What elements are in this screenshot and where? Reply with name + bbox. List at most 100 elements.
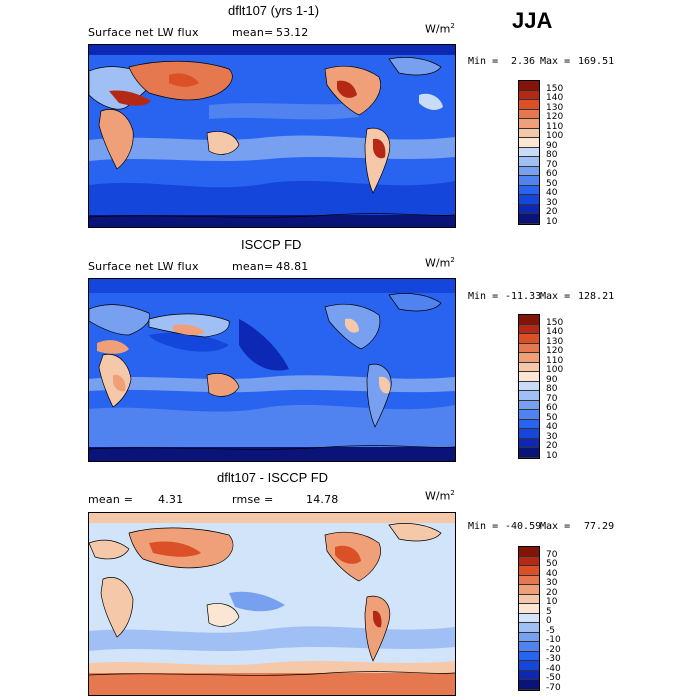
panel3-title: dflt107 - ISCCP FD (217, 470, 329, 485)
colorbar-tick-label: 110 (546, 355, 564, 366)
panel1-map (88, 44, 456, 228)
panel1-max-label: Max = (540, 56, 571, 67)
colorbar-tick-label: 150 (546, 317, 564, 328)
colorbar-segment (519, 556, 539, 567)
colorbar-segment (519, 204, 539, 215)
colorbar-tick-label: 70 (546, 549, 558, 560)
colorbar-tick-label: -5 (546, 625, 555, 636)
colorbar-segment (519, 90, 539, 101)
colorbar-segment (519, 324, 539, 335)
colorbar-segment (519, 419, 539, 430)
panel1-max-value: 169.51 (578, 56, 615, 67)
colorbar-tick-label: 120 (546, 112, 564, 123)
panel3-rmse-label: rmse = (232, 493, 274, 506)
panel2-mean-value: 48.81 (276, 260, 309, 273)
colorbar-tick-label: 110 (546, 121, 564, 132)
colorbar-tick-label: 120 (546, 346, 564, 357)
colorbar-segment (519, 214, 539, 224)
colorbar-segment (519, 566, 539, 576)
colorbar-segment (519, 138, 539, 148)
colorbar-segment (519, 176, 539, 186)
colorbar-tick-label: 0 (546, 616, 552, 627)
panel3-units: W/m2 (425, 489, 455, 503)
panel1-mean-value: 53.12 (276, 26, 309, 39)
panel3-min-label: Min = (468, 521, 499, 532)
colorbar-tick-label: 20 (546, 441, 558, 452)
colorbar-tick-label: -20 (546, 644, 561, 655)
panel2-max-label: Max = (540, 291, 571, 302)
panel3-rmse-value: 14.78 (306, 493, 339, 506)
panel2-map (88, 278, 456, 462)
colorbar-segment (519, 109, 539, 120)
colorbar-tick-label: 10 (546, 597, 558, 608)
colorbar-tick-label: 20 (546, 587, 558, 598)
colorbar-tick-label: 30 (546, 197, 558, 208)
panel2-units: W/m2 (425, 256, 455, 270)
colorbar-segment (519, 438, 539, 449)
colorbar-tick-label: 70 (546, 393, 558, 404)
season-label: JJA (512, 8, 553, 33)
colorbar-segment (519, 362, 539, 373)
colorbar-tick-label: 90 (546, 374, 558, 385)
colorbar-segment (519, 128, 539, 139)
colorbar-tick-label: -40 (546, 663, 561, 674)
colorbar-segment (519, 661, 539, 671)
panel3-max-label: Max = (540, 521, 571, 532)
colorbar-tick-label: 130 (546, 102, 564, 113)
colorbar-tick-label: 50 (546, 412, 558, 423)
colorbar-segment (519, 623, 539, 633)
colorbar-tick-label: 5 (546, 606, 552, 617)
colorbar-tick-label: 140 (546, 93, 564, 104)
colorbar-tick-label: 40 (546, 422, 558, 433)
colorbar-tick-label: 10 (546, 451, 558, 461)
colorbar-segment (519, 448, 539, 458)
colorbar-segment (519, 575, 539, 586)
colorbar-segment (519, 157, 539, 167)
panel3-mean-value: 4.31 (158, 493, 184, 506)
colorbar-tick-label: 50 (546, 178, 558, 189)
colorbar-segment (519, 613, 539, 624)
panel1-min-value: 2.36 (511, 56, 536, 67)
colorbar-segment (519, 604, 539, 614)
panel1-title: dflt107 (yrs 1-1) (228, 3, 320, 18)
colorbar-segment (519, 81, 539, 91)
colorbar-tick-label: 10 (546, 217, 558, 227)
colorbar-tick-label: 50 (546, 559, 558, 570)
panel2-mean-label: mean= (232, 260, 274, 273)
colorbar-tick-label: 80 (546, 150, 558, 161)
panel1-colorbar (518, 80, 540, 225)
colorbar-segment (519, 147, 539, 158)
panel3-min-value: -40.59 (505, 521, 542, 532)
colorbar-tick-label: 40 (546, 568, 558, 579)
panel2-max-value: 128.21 (578, 291, 615, 302)
panel3-map (88, 512, 456, 696)
colorbar-tick-label: 80 (546, 384, 558, 395)
colorbar-segment (519, 670, 539, 681)
colorbar-segment (519, 632, 539, 643)
colorbar-tick-label: 70 (546, 159, 558, 170)
colorbar-segment (519, 185, 539, 196)
colorbar-segment (519, 400, 539, 411)
panel2-min-value: -11.33 (505, 291, 542, 302)
panel1-variable-label: Surface net LW flux (88, 26, 199, 39)
colorbar-segment (519, 547, 539, 557)
panel2-title: ISCCP FD (241, 237, 302, 252)
colorbar-tick-label: -70 (546, 683, 561, 693)
panel3-mean-label: mean = (88, 493, 134, 506)
colorbar-segment (519, 119, 539, 129)
colorbar-segment (519, 315, 539, 325)
colorbar-tick-label: -30 (546, 654, 561, 665)
panel1-mean-label: mean= (232, 26, 274, 39)
colorbar-tick-label: 60 (546, 169, 558, 180)
colorbar-segment (519, 334, 539, 344)
colorbar-segment (519, 391, 539, 401)
colorbar-segment (519, 651, 539, 662)
panel3-max-value: 77.29 (584, 521, 615, 532)
panel3-colorbar (518, 546, 540, 691)
colorbar-segment (519, 353, 539, 363)
panel2-min-label: Min = (468, 291, 499, 302)
colorbar-segment (519, 429, 539, 439)
colorbar-tick-label: 100 (546, 131, 564, 142)
colorbar-segment (519, 100, 539, 110)
panel1-units: W/m2 (425, 22, 455, 36)
